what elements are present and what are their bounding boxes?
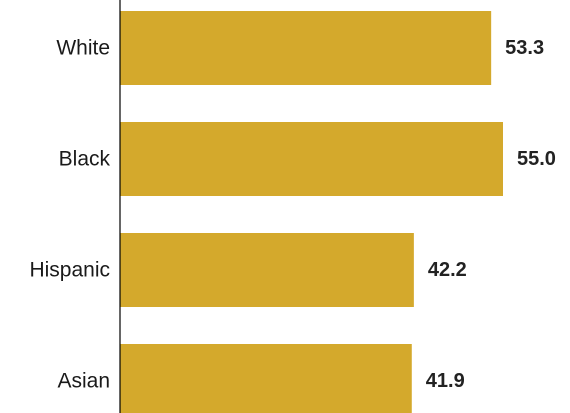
value-label-white: 53.3	[505, 37, 544, 59]
bar-asian	[120, 344, 412, 413]
value-labels-group: 53.3 55.0 42.2 41.9	[426, 37, 556, 392]
bar-white	[120, 11, 492, 85]
category-label-white: White	[56, 37, 110, 60]
bar-hispanic	[120, 233, 414, 307]
value-label-asian: 41.9	[426, 370, 465, 392]
category-labels-group: White Black Hispanic Asian	[29, 37, 110, 393]
category-label-hispanic: Hispanic	[29, 259, 110, 282]
bars-group	[120, 11, 503, 413]
value-label-black: 55.0	[517, 148, 556, 170]
category-label-asian: Asian	[57, 370, 110, 393]
value-label-hispanic: 42.2	[428, 259, 467, 281]
category-label-black: Black	[59, 148, 111, 171]
bar-black	[120, 122, 503, 196]
